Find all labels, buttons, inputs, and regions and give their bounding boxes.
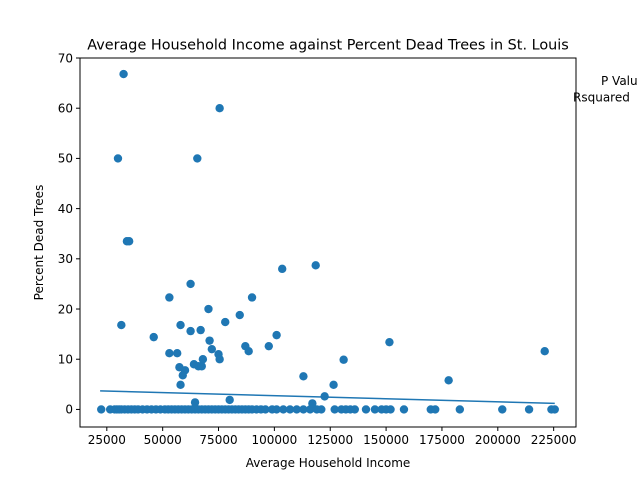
points-layer: [97, 69, 559, 414]
data-point: [176, 320, 185, 330]
data-point: [244, 346, 253, 356]
data-point: [386, 405, 395, 414]
data-point: [431, 405, 440, 414]
data-point: [540, 346, 549, 356]
data-point: [186, 279, 195, 289]
data-point: [190, 398, 200, 407]
data-point: [308, 399, 317, 408]
x-tick-label: 150000: [363, 433, 409, 447]
data-point: [204, 304, 213, 314]
y-tick-label: 60: [58, 102, 73, 116]
y-tick-label: 50: [58, 152, 73, 166]
data-point: [196, 325, 205, 335]
data-point: [225, 395, 234, 405]
data-point: [350, 405, 360, 414]
data-point: [550, 405, 559, 414]
data-point: [330, 405, 339, 414]
x-axis-ticks: 25000 50000 75000 100000 125000 150000 175000 2…: [88, 427, 577, 447]
x-tick-label: 175000: [419, 433, 465, 447]
data-point: [215, 355, 224, 364]
y-tick-label: 20: [58, 302, 73, 316]
trendline-layer: [100, 390, 555, 405]
y-tick-label: 40: [58, 202, 73, 216]
data-point: [498, 405, 507, 414]
data-point: [97, 405, 106, 414]
data-point: [247, 293, 257, 302]
data-point: [399, 405, 409, 414]
y-axis-ticks: 0 10 20 30 40 50 60 70: [58, 51, 80, 417]
data-point: [186, 326, 195, 336]
data-point: [272, 330, 281, 340]
data-point: [198, 355, 208, 364]
data-point: [311, 261, 320, 270]
data-point: [264, 341, 273, 351]
data-point: [285, 405, 295, 414]
trend-line: [100, 390, 555, 405]
data-point: [385, 337, 394, 347]
rsquared-annotation: Rsquared: [573, 91, 630, 105]
y-tick-label: 0: [65, 403, 73, 417]
data-point: [299, 405, 308, 414]
data-point: [215, 104, 224, 113]
y-tick-label: 70: [58, 51, 73, 65]
data-point: [317, 405, 326, 414]
data-point: [524, 405, 534, 414]
x-tick-label: 75000: [199, 433, 237, 447]
data-point: [165, 349, 174, 358]
data-point: [292, 405, 301, 414]
data-point: [117, 320, 126, 330]
x-axis-label: Average Household Income: [246, 456, 411, 470]
data-point: [278, 264, 287, 274]
data-point: [444, 376, 453, 385]
data-point: [370, 405, 380, 414]
x-tick-label: 50000: [144, 433, 182, 447]
data-point: [149, 332, 158, 342]
x-tick-label: 100000: [251, 433, 297, 447]
data-point: [339, 355, 348, 364]
data-point: [235, 310, 244, 320]
data-point: [178, 371, 187, 380]
x-tick-label: 125000: [307, 433, 353, 447]
data-point: [193, 154, 202, 163]
y-tick-label: 10: [58, 353, 73, 367]
data-point: [261, 405, 270, 414]
data-point: [205, 336, 214, 345]
y-axis-label: Percent Dead Trees: [32, 185, 46, 301]
x-tick-label: 200000: [475, 433, 521, 447]
p-value-annotation: P Valu: [601, 74, 638, 88]
data-point: [455, 405, 465, 414]
data-point: [207, 344, 217, 354]
plot-frame: [79, 57, 577, 428]
data-point: [279, 405, 288, 414]
x-tick-label: 225000: [531, 433, 577, 447]
data-point: [221, 317, 230, 327]
data-point: [361, 405, 371, 414]
chart-title: Average Household Income against Percent…: [87, 38, 569, 54]
data-point: [124, 237, 134, 246]
data-point: [329, 380, 338, 390]
data-point: [176, 380, 185, 390]
data-point: [272, 405, 281, 414]
x-tick-label: 25000: [88, 433, 126, 447]
data-point: [113, 154, 123, 163]
data-point: [197, 362, 206, 371]
data-point: [172, 349, 182, 358]
data-point: [165, 293, 174, 302]
y-tick-label: 30: [58, 252, 73, 266]
data-point: [299, 372, 308, 381]
data-point: [119, 69, 128, 79]
